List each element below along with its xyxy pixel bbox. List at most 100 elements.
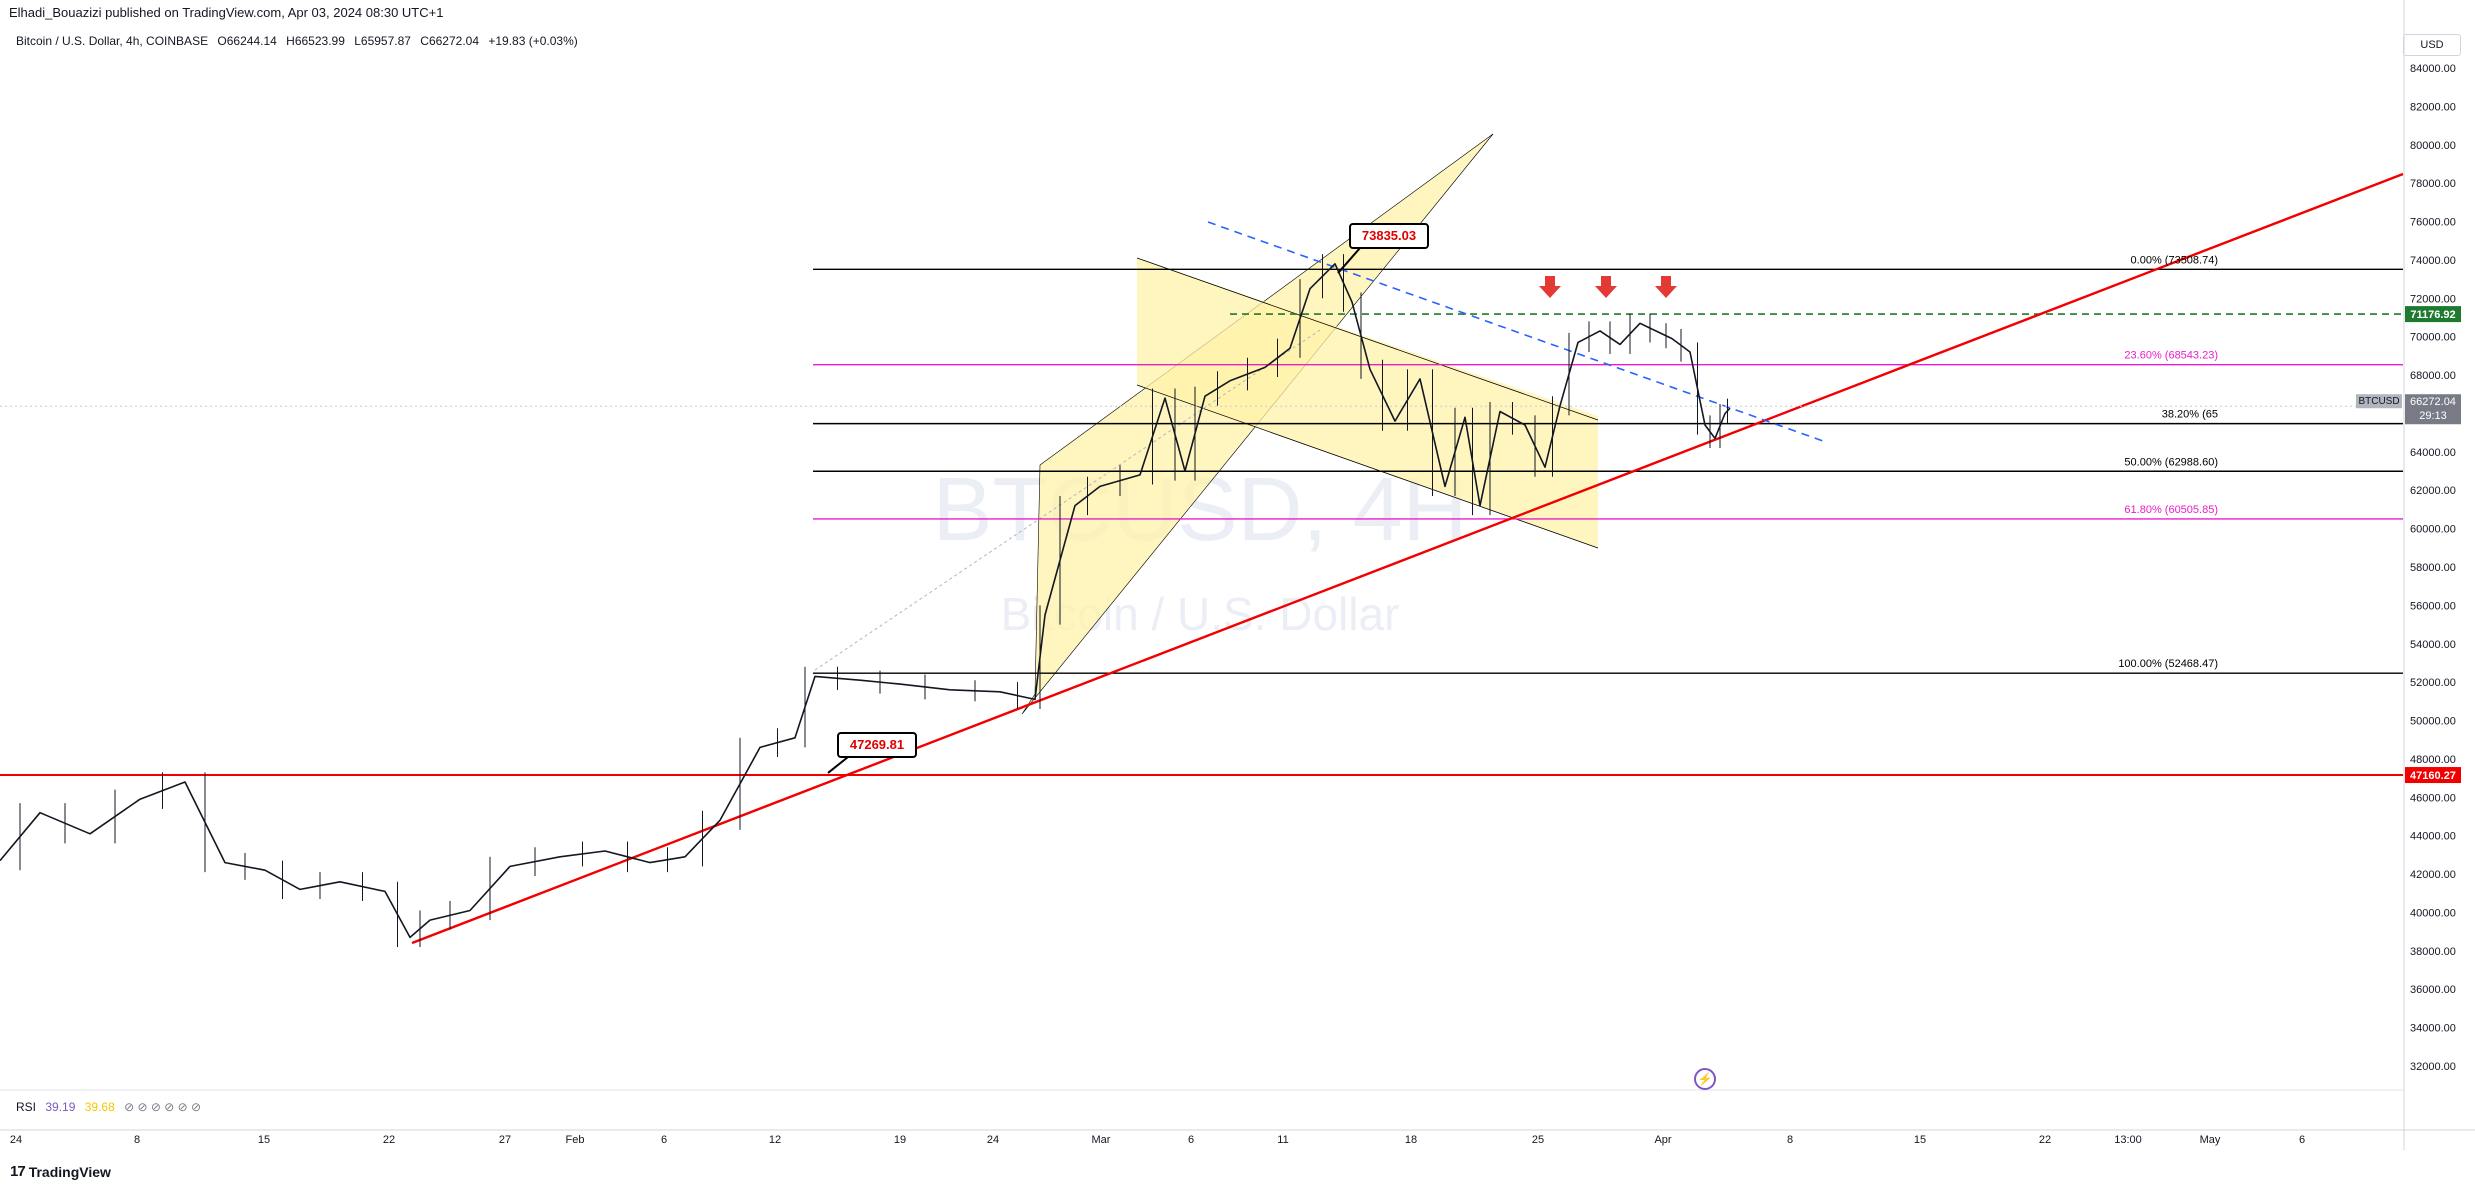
- x-tick-label: 25: [1532, 1134, 1544, 1146]
- x-tick-label: 15: [1914, 1134, 1926, 1146]
- y-tick-label: 84000.00: [2410, 63, 2456, 75]
- last-price-symbol-tag: [2356, 394, 2402, 409]
- y-tick-label: 76000.00: [2410, 217, 2456, 229]
- fib-level-label: 0.00% (73508.74): [2131, 254, 2218, 266]
- ascending-trendline: [411, 172, 2404, 945]
- level-price-tag-text: 71176.92: [2410, 309, 2455, 321]
- drawing-labels: 0.00% (73508.74) 23.60% (68543.23) 38.20% …: [827, 223, 2218, 774]
- y-tick-label: 82000.00: [2410, 101, 2456, 113]
- down-arrow-icon: [1595, 276, 1617, 298]
- rsi-value: 39.19: [45, 1100, 76, 1114]
- tradingview-logo-text: TradingView: [28, 1163, 111, 1180]
- tradingview-logo: 17 TradingView: [10, 1163, 111, 1180]
- x-tick-label: 6: [661, 1134, 667, 1146]
- legend-close: C66272.04: [420, 34, 480, 48]
- x-tick-label: 8: [134, 1134, 140, 1146]
- x-tick-label: 22: [2039, 1134, 2051, 1146]
- fib-level-label: 100.00% (52468.47): [2118, 658, 2218, 670]
- price-axis: 32000.00 34000.00 36000.00 38000.00 40000.00…: [0, 0, 2475, 1150]
- y-tick-label: 78000.00: [2410, 178, 2456, 190]
- x-tick-label: 15: [258, 1134, 270, 1146]
- y-tick-label: 72000.00: [2410, 293, 2456, 305]
- last-price-countdown: 29:13: [2419, 410, 2447, 422]
- y-tick-label: 32000.00: [2410, 1061, 2456, 1073]
- callout-label: 73835.03: [1362, 228, 1416, 243]
- y-tick-label: 68000.00: [2410, 370, 2456, 382]
- callout-pointer: [1337, 247, 1361, 274]
- y-tick-label: 42000.00: [2410, 869, 2456, 881]
- descending-trendline: [1207, 221, 1824, 442]
- x-tick-label: Feb: [566, 1134, 585, 1146]
- fib-level-label: 61.80% (60505.85): [2124, 504, 2218, 516]
- x-tick-label: 24: [987, 1134, 999, 1146]
- x-tick-label: 8: [1787, 1134, 1793, 1146]
- last-price-tag: [2405, 394, 2461, 425]
- published-by-text: Elhadi_Bouazizi published on TradingView…: [9, 5, 444, 20]
- x-tick-label: 27: [499, 1134, 511, 1146]
- x-tick-label: Apr: [1654, 1134, 1671, 1146]
- callout-label: 47269.81: [850, 737, 904, 752]
- lightning-icon[interactable]: ⚡: [1694, 1068, 1716, 1090]
- x-tick-label: 6: [2299, 1134, 2305, 1146]
- x-tick-label: 22: [383, 1134, 395, 1146]
- x-tick-label: 11: [1277, 1134, 1288, 1146]
- rsi-ma-value: 39.68: [84, 1100, 115, 1114]
- callout-box: [837, 732, 917, 758]
- x-tick-label: 13:00: [2114, 1134, 2142, 1146]
- y-tick-label: 56000.00: [2410, 600, 2456, 612]
- symbol-title: Bitcoin / U.S. Dollar, 4h, COINBASE: [16, 34, 209, 48]
- level-price-tag-text: 47160.27: [2410, 770, 2456, 782]
- y-tick-label: 70000.00: [2410, 332, 2456, 344]
- falling-channel-upper-line: [1136, 257, 1599, 421]
- x-tick-label: 6: [1188, 1134, 1194, 1146]
- y-tick-label: 46000.00: [2410, 792, 2456, 804]
- fib-level-label: 23.60% (68543.23): [2124, 350, 2218, 362]
- legend-change: +19.83 (+0.03%): [488, 34, 578, 48]
- legend-high: H66523.99: [286, 34, 345, 48]
- callout-pointer: [827, 756, 849, 774]
- time-axis: 24 8 15 22 27 Feb 6 12 19 24 Mar 6 11 18 25 Apr 8 15 22 13:…: [10, 1134, 2305, 1146]
- tradingview-mark-icon: 17: [10, 1163, 26, 1180]
- level-price-tag: [2405, 306, 2461, 323]
- falling-channel: [1137, 258, 1598, 548]
- y-tick-label: 40000.00: [2410, 907, 2456, 919]
- level-price-tag: [2405, 767, 2461, 784]
- y-tick-label: 38000.00: [2410, 946, 2456, 958]
- y-tick-label: 74000.00: [2410, 255, 2456, 267]
- x-tick-label: May: [2200, 1134, 2221, 1146]
- y-tick-label: 54000.00: [2410, 639, 2456, 651]
- y-tick-label: 64000.00: [2410, 447, 2456, 459]
- y-tick-label: 50000.00: [2410, 716, 2456, 728]
- y-tick-label: 36000.00: [2410, 984, 2456, 996]
- rsi-legend[interactable]: RSI 39.19 39.68 ⊘ ⊘ ⊘ ⊘ ⊘ ⊘: [16, 1100, 201, 1114]
- x-tick-label: 24: [10, 1134, 22, 1146]
- falling-channel-lower-line: [1136, 384, 1599, 549]
- indicator-visibility-icons[interactable]: ⊘ ⊘ ⊘ ⊘ ⊘ ⊘: [124, 1100, 202, 1114]
- y-tick-label: 80000.00: [2410, 140, 2456, 152]
- price-series: [0, 254, 1731, 948]
- y-tick-label: 44000.00: [2410, 831, 2456, 843]
- x-tick-label: 12: [769, 1134, 781, 1146]
- down-arrow-icon: [1655, 276, 1677, 298]
- callout-box: [1349, 223, 1429, 249]
- y-tick-label: 60000.00: [2410, 524, 2456, 536]
- drawing-lines: [0, 172, 2404, 945]
- x-tick-label: Mar: [1092, 1134, 1111, 1146]
- y-tick-label: 58000.00: [2410, 562, 2456, 574]
- price-line: [0, 263, 1731, 939]
- rsi-label: RSI: [16, 1100, 37, 1114]
- fib-level-label: 38.20% (65: [2162, 409, 2218, 421]
- legend-low: L65957.87: [354, 34, 411, 48]
- y-tick-label: 62000.00: [2410, 485, 2456, 497]
- x-tick-label: 18: [1405, 1134, 1417, 1146]
- symbol-legend: Bitcoin / U.S. Dollar, 4h, COINBASE O662…: [16, 34, 584, 48]
- y-tick-label: 52000.00: [2410, 677, 2456, 689]
- y-tick-label: 48000.00: [2410, 754, 2456, 766]
- legend-open: O66244.14: [217, 34, 277, 48]
- down-arrow-icon: [1539, 276, 1561, 298]
- y-tick-label: 34000.00: [2410, 1023, 2456, 1035]
- currency-button[interactable]: USD: [2403, 34, 2461, 56]
- last-price-value: 66272.04: [2410, 396, 2456, 408]
- x-tick-label: 19: [894, 1134, 906, 1146]
